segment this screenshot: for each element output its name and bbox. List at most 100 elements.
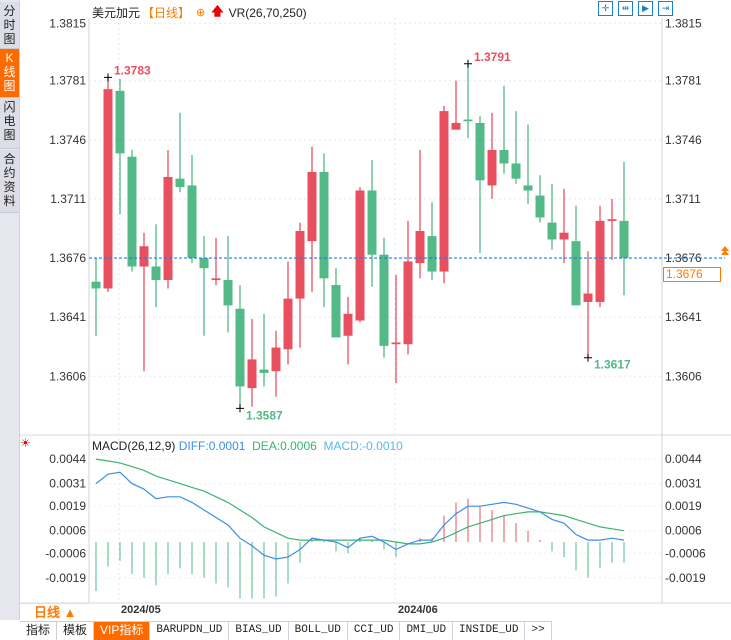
macd-tick-right: -0.0006 [665,546,706,560]
candle-body [403,261,413,345]
candle [139,232,149,372]
period-label[interactable]: 【日线】 [142,6,191,20]
tab-more[interactable]: >> [525,622,552,640]
candle-body [199,258,209,269]
macd-tick-left: -0.0019 [45,571,86,585]
up-arrow-icon: 🡅 [211,4,224,18]
candle-body [487,149,497,186]
candle [187,155,197,264]
candle-body [283,298,293,350]
candle [451,80,461,130]
candle [487,112,497,199]
side-tab-timeshare[interactable]: 分时图 [0,2,19,49]
candle-body [427,236,437,272]
extreme-label: 1.3587 [246,408,283,422]
macd-tick-left: -0.0006 [45,546,86,560]
tab-vip-indicators[interactable]: VIP指标 [94,622,151,640]
candle [511,111,521,184]
vr-indicator[interactable]: VR(26,70,250) [228,5,307,20]
candle-body [475,122,485,181]
candle-body [187,185,197,259]
macd-diff-value: DIFF:0.0001 [178,439,246,453]
candle [559,188,569,264]
macd-legend: MACD(26,12,9) DIFF:0.0001 DEA:0.0006 MAC… [92,439,403,453]
price-tick-right: 1.3641 [665,310,702,324]
candle-body [331,285,341,338]
candle-body [571,241,581,306]
extreme-label: 1.3791 [474,50,511,64]
candle [127,149,137,272]
play-forward-icon[interactable]: ▶ [638,1,653,16]
side-tab-flash[interactable]: 闪电图 [0,98,19,149]
zoom-range-icon[interactable]: ⇹ [618,1,633,16]
candle [391,274,401,384]
candle-body [379,254,389,346]
candle [103,77,113,292]
macd-tick-left: 0.0044 [49,452,86,466]
price-tick-right: 1.3711 [665,192,701,206]
indicator-settings-icon[interactable]: ☀ [20,436,31,450]
candle [619,161,629,296]
candle-body [523,185,533,191]
candle-body [103,89,113,289]
candle [271,330,281,397]
candle [367,160,377,287]
extreme-marker [464,59,472,68]
candle-body [343,313,353,336]
candle-body [235,308,245,387]
candle [607,198,617,260]
tab-boll[interactable]: BOLL_UD [289,622,348,640]
tab-dmi[interactable]: DMI_UD [400,622,454,640]
macd-dea-value: DEA:0.0006 [252,439,317,453]
macd-tick-right: 0.0006 [665,524,702,538]
jump-end-icon[interactable]: ⇥ [658,1,673,16]
candle [319,153,329,308]
macd-tick-right: -0.0019 [665,571,706,585]
candle-body [511,163,521,179]
tab-cci[interactable]: CCI_UD [348,622,401,640]
candle [583,251,593,358]
candle [463,63,473,139]
candle-body [499,149,509,164]
side-tab-contract-info[interactable]: 合约资料 [0,150,19,213]
side-tab-kline[interactable]: K线图 [0,49,19,98]
last-price-tag: 1.3676 [663,267,721,282]
tab-inside[interactable]: INSIDE_UD [453,622,526,640]
chart-toolbar: ✛ ⇹ ▶ ⇥ [598,1,673,16]
candle-body [391,342,401,345]
candle-body [619,220,629,259]
candle [211,237,221,286]
diff-line [95,471,625,560]
tab-indicators[interactable]: 指标 [20,622,58,640]
candle-body [307,171,317,242]
candle [439,106,449,284]
candle-body [355,190,365,321]
candle [475,116,485,253]
macd-tick-left: 0.0006 [49,524,86,538]
candle [427,202,437,281]
candle [247,318,257,407]
candle-body [259,369,269,373]
candle [151,224,161,308]
candle [283,261,293,365]
period-selector[interactable]: 日线 ▲ [20,603,88,620]
candle [343,296,353,365]
candle [403,220,413,355]
crosshair-icon[interactable]: ✛ [598,1,613,16]
add-indicator-icon[interactable]: ⊕ [196,7,206,19]
candle [595,205,605,308]
extreme-marker [584,353,592,362]
candle [571,205,581,306]
tab-templates[interactable]: 模板 [57,622,95,640]
side-tabs: 分时图 K线图 闪电图 合约资料 [0,0,20,620]
extreme-label: 1.3617 [594,358,631,372]
tab-bias[interactable]: BIAS_UD [229,622,289,640]
price-tick-right: 1.3815 [665,16,702,30]
candle-body [223,280,233,306]
candle [415,149,425,279]
candle-body [295,231,305,299]
price-tick-left: 1.3641 [49,310,86,324]
tab-barupdn[interactable]: BARUPDN_UD [150,622,230,640]
symbol-name: 美元加元 [92,6,141,20]
